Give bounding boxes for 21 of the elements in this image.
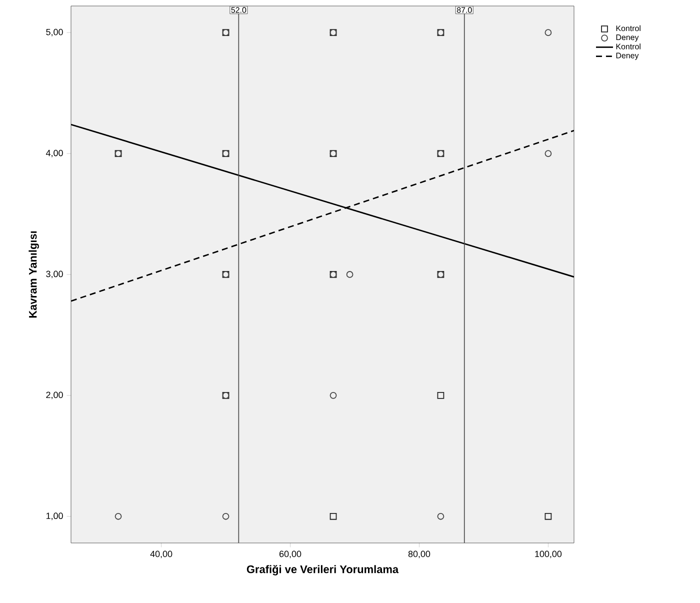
point — [437, 392, 444, 399]
x-tick-label: 100,00 — [535, 550, 562, 558]
y-tick-label: 3,00 — [46, 270, 63, 278]
x-tick-label: 80,00 — [408, 550, 430, 558]
x-tick-label: 60,00 — [279, 550, 302, 558]
y-tick-label: 1,00 — [46, 512, 63, 520]
x-axis-title: Grafiği ve Verileri Yorumlama — [246, 565, 399, 576]
point — [544, 150, 552, 157]
point — [346, 271, 354, 278]
y-tick-label: 5,00 — [46, 28, 63, 36]
point — [544, 29, 552, 36]
y-tick-label: 4,00 — [46, 150, 63, 158]
x-tick-label: 40,00 — [150, 550, 172, 558]
point — [222, 512, 230, 520]
y-tick-label: 2,00 — [46, 392, 63, 400]
point — [114, 512, 122, 520]
y-axis-title: Kavram Yanılgısı — [28, 231, 39, 318]
point — [330, 512, 337, 520]
point — [437, 512, 444, 520]
point — [544, 512, 552, 520]
point — [330, 392, 337, 399]
